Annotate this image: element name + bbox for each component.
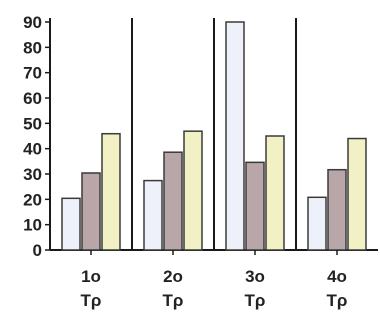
- bar-s2-c1: [81, 172, 101, 251]
- bar-s3-c4: [347, 137, 367, 251]
- bar-s1-c4: [307, 196, 327, 251]
- x-axis-ticks: 1o Τρ 2o Τρ 3o Τρ 4o Τρ: [81, 250, 348, 310]
- x-tick-label: 4o: [327, 267, 347, 286]
- y-tick-label: 90: [23, 13, 42, 32]
- y-tick-label: 70: [23, 64, 42, 83]
- x-tick-label: Τρ: [245, 291, 266, 310]
- y-axis-ticks: 0 10 20 30 40 50 60 70 80 90: [23, 13, 50, 260]
- bar-s1-c1: [61, 197, 81, 251]
- y-tick-label: 0: [33, 241, 42, 260]
- y-tick-label: 80: [23, 38, 42, 57]
- x-tick-label: 3o: [245, 267, 265, 286]
- bar-s3-c1: [101, 132, 121, 251]
- bar-s1-c3: [225, 21, 245, 251]
- x-tick-label: Τρ: [327, 291, 348, 310]
- y-tick-label: 30: [23, 165, 42, 184]
- y-tick-label: 60: [23, 89, 42, 108]
- bar-s2-c3: [245, 161, 265, 251]
- bar-s3-c3: [265, 135, 285, 251]
- bar-s2-c4: [327, 168, 347, 251]
- x-tick-label: Τρ: [81, 291, 102, 310]
- y-tick-label: 50: [23, 114, 42, 133]
- bar-s1-c2: [143, 179, 163, 251]
- x-tick-label: 1o: [81, 267, 101, 286]
- bar-s2-c2: [163, 151, 183, 251]
- x-tick-label: Τρ: [163, 291, 184, 310]
- x-tick-label: 2o: [163, 267, 183, 286]
- y-tick-label: 20: [23, 190, 42, 209]
- y-tick-label: 10: [23, 216, 42, 235]
- group-separators: [131, 18, 297, 250]
- y-tick-label: 40: [23, 140, 42, 159]
- bar-s3-c2: [183, 130, 203, 251]
